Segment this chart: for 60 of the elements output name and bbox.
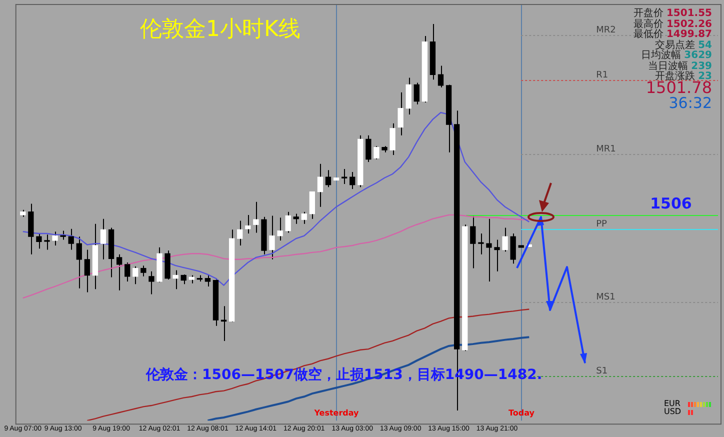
annotation: EUR xyxy=(664,399,682,408)
candlestick xyxy=(293,213,299,224)
candlestick xyxy=(502,227,508,252)
candlestick xyxy=(366,134,372,162)
candlestick xyxy=(414,82,420,105)
candlestick xyxy=(325,170,332,188)
candlestick xyxy=(36,233,42,250)
text: 开盘价 1501.55 xyxy=(633,8,712,19)
candlestick xyxy=(124,262,130,282)
annotation: 开盘涨跌 23 xyxy=(654,71,712,82)
candlestick xyxy=(52,231,58,246)
annotation: Today xyxy=(508,408,536,418)
candlestick xyxy=(116,254,122,291)
annotation: Yesterday xyxy=(313,408,360,418)
annotation: 最高价 1502.26 xyxy=(633,18,712,30)
candlestick xyxy=(245,214,251,234)
candlestick xyxy=(510,233,516,264)
chart-title: 伦敦金1小时K线 xyxy=(140,16,300,44)
candlestick xyxy=(277,217,283,241)
annotation: 当日波幅 239 xyxy=(648,60,712,72)
candlestick xyxy=(237,220,243,246)
candlestick xyxy=(486,218,492,282)
candlestick xyxy=(350,172,356,190)
annotation: 36:32 xyxy=(668,94,712,112)
annotation: 日均波幅 3629 xyxy=(640,50,712,61)
candlestick xyxy=(374,146,380,160)
candlestick xyxy=(76,236,82,289)
candlestick xyxy=(204,274,211,287)
candlestick xyxy=(285,211,291,234)
annotation: 交易点差 54 xyxy=(654,40,712,50)
candlestick xyxy=(172,270,178,290)
candlestick xyxy=(470,214,476,269)
annotation: USD xyxy=(664,407,682,416)
candlestick xyxy=(317,163,324,208)
ref-line-label: PP xyxy=(596,219,608,230)
candlestick xyxy=(478,233,484,255)
annotation: 最低价 1499.87 xyxy=(633,29,712,40)
candlestick xyxy=(148,270,154,295)
candlestick xyxy=(253,201,259,234)
candlestick xyxy=(269,215,275,260)
candlestick xyxy=(100,218,106,260)
candlestick xyxy=(390,122,396,156)
candlestick xyxy=(44,234,50,250)
candlestick xyxy=(140,265,146,277)
candlestick xyxy=(494,239,500,272)
candlestick xyxy=(341,168,348,185)
candlestick xyxy=(398,92,404,136)
annotation: 1506 xyxy=(650,194,692,212)
ref-line-label: R1 xyxy=(596,70,608,80)
ref-line-label: MS1 xyxy=(596,292,616,302)
candlestick xyxy=(301,211,307,224)
candlestick xyxy=(180,274,186,285)
candlestick xyxy=(132,266,138,285)
candlestick xyxy=(84,249,90,293)
ref-line-label: S1 xyxy=(596,366,608,376)
candlestick xyxy=(68,228,74,250)
candlestick xyxy=(438,65,444,88)
candlestick xyxy=(309,191,316,220)
ref-line-label: MR1 xyxy=(596,144,616,154)
ref-line-label: MR2 xyxy=(596,25,616,36)
